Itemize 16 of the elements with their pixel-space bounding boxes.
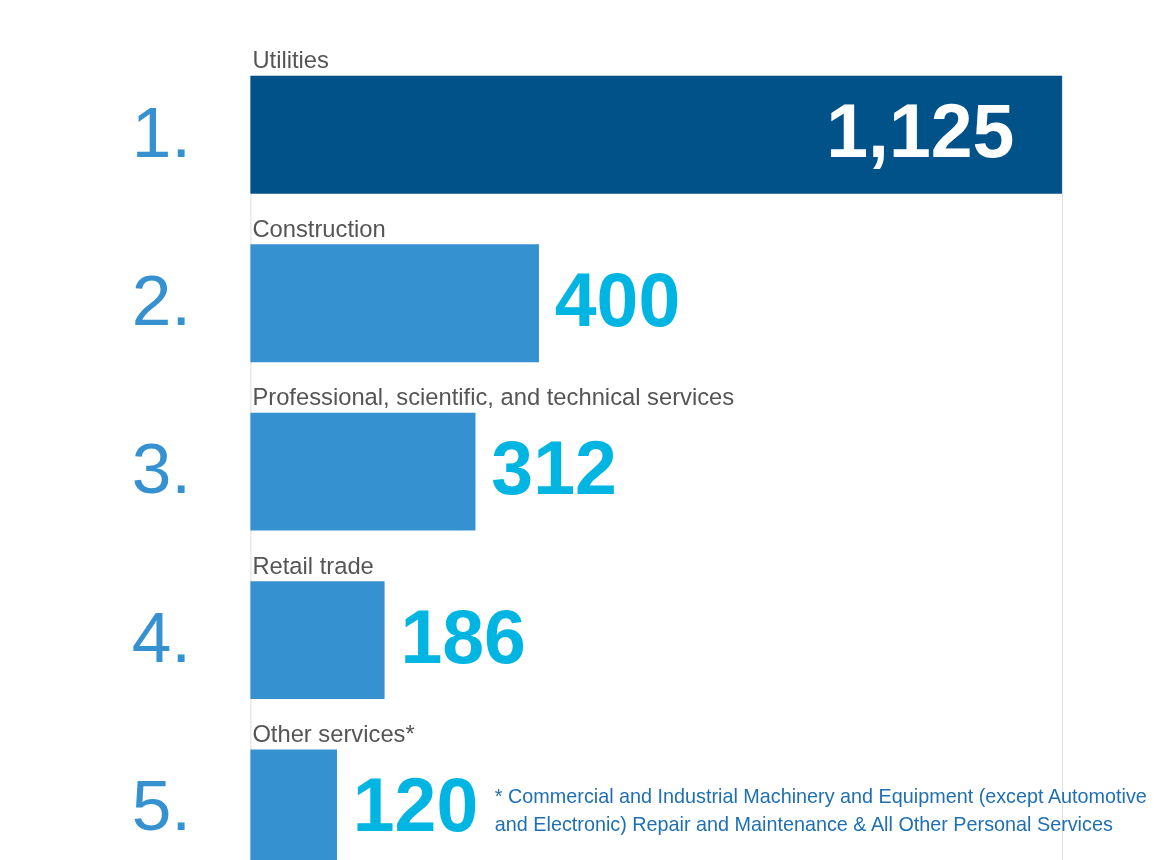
y-tick-label: Other services* xyxy=(252,720,415,748)
annotation: * Commercial and Industrial Machinery and Equipment (except Automotive and Electronic) Repair and Maintenance & All Other Personal Services xyxy=(494,784,1147,836)
y-tick-label: Retail trade xyxy=(252,551,374,579)
data-label: 400 xyxy=(554,257,681,342)
y-tick-label: Professional, scientific, and technical services xyxy=(252,383,735,411)
data-label: 1,125 xyxy=(826,89,1015,174)
y-tick-label: Construction xyxy=(252,214,386,242)
text: 4. xyxy=(131,596,192,677)
text: 3. xyxy=(131,428,192,509)
data-label: 120 xyxy=(352,763,479,848)
data-label: 312 xyxy=(491,426,617,511)
data-label: 186 xyxy=(400,594,526,679)
text: 5. xyxy=(131,765,192,846)
y-tick-label: Utilities xyxy=(252,46,330,74)
text: 2. xyxy=(131,259,192,340)
text: 1. xyxy=(131,91,192,172)
